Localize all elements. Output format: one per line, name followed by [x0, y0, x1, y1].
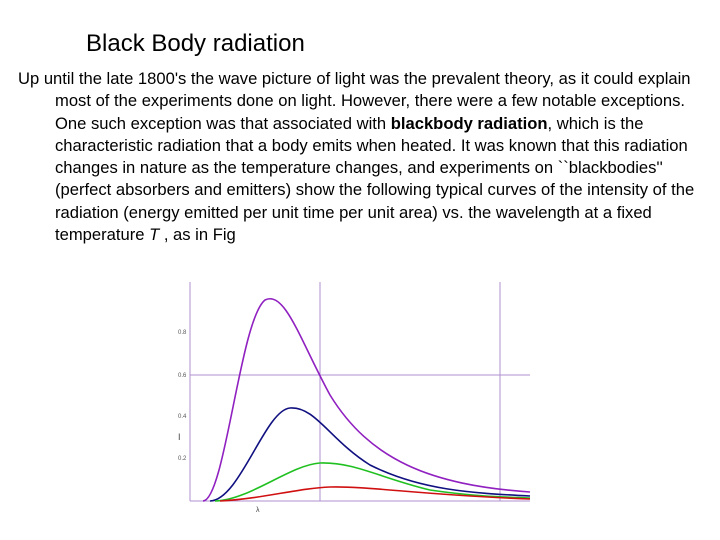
slide-title: Black Body radiation: [86, 30, 305, 57]
curve: [202, 297, 531, 502]
x-axis-label: λ: [256, 507, 260, 514]
y-tick-label: 0.6: [178, 373, 187, 379]
y-tick-label: 0.4: [178, 414, 187, 420]
y-tick-label: 0.8: [178, 330, 187, 336]
y-tick-label: 0.2: [178, 456, 187, 462]
bold-text: blackbody radiation: [390, 113, 548, 133]
text: Up until the late 1800's the wave pictur…: [18, 69, 691, 133]
italic-text: T: [149, 225, 160, 245]
y-axis-label: I: [178, 432, 181, 442]
text: , which is the characteristic radiation …: [55, 113, 695, 245]
curve: [209, 407, 531, 502]
text: , as in Fig: [159, 225, 236, 245]
paragraph: Up until the late 1800's the wave pictur…: [18, 68, 698, 246]
curve: [219, 486, 531, 502]
curve: [214, 462, 531, 502]
